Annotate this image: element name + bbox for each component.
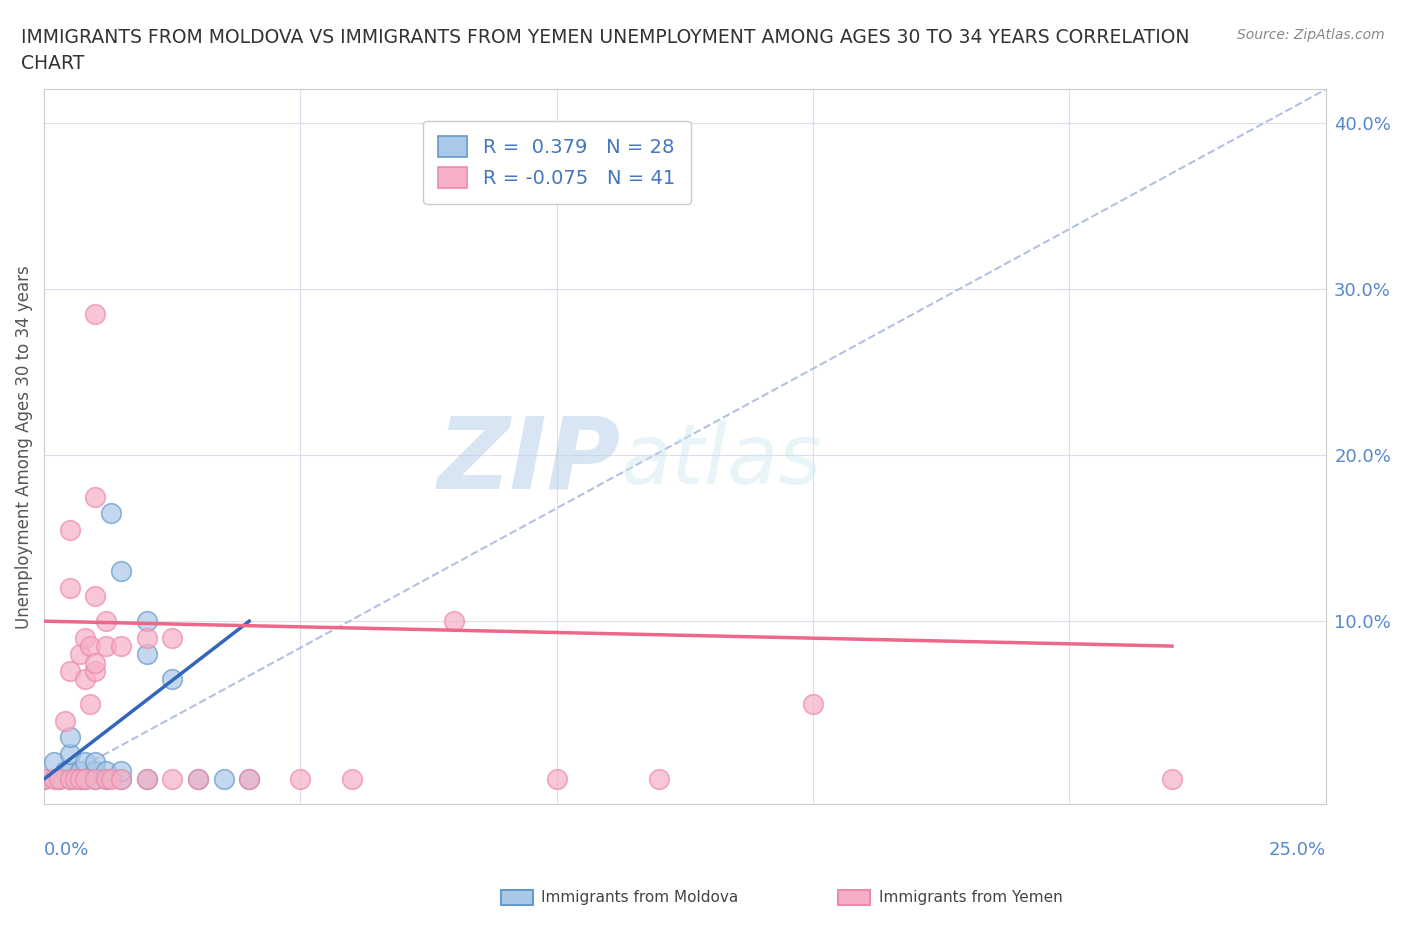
Point: [110, 564, 132, 578]
Point: [110, 772, 132, 787]
Point: [238, 772, 260, 787]
Point: [135, 647, 157, 662]
Point: [94, 772, 117, 787]
Point: [648, 772, 671, 787]
Point: [100, 772, 122, 787]
Point: [84, 772, 107, 787]
Point: [110, 764, 132, 778]
Legend: R =  0.379   N = 28, R = -0.075   N = 41: R = 0.379 N = 28, R = -0.075 N = 41: [423, 121, 690, 204]
Point: [110, 772, 132, 787]
Point: [135, 772, 157, 787]
Point: [84, 764, 107, 778]
Point: [110, 639, 132, 654]
Point: [94, 614, 117, 629]
Point: [69, 772, 91, 787]
Point: [84, 656, 107, 671]
Point: [59, 772, 82, 787]
Point: [238, 772, 260, 787]
Point: [79, 639, 101, 654]
Point: [801, 697, 824, 711]
Point: [187, 772, 209, 787]
Point: [59, 523, 82, 538]
Point: [94, 764, 117, 778]
Point: [84, 772, 107, 787]
Point: [187, 772, 209, 787]
Point: [75, 772, 97, 787]
Point: [69, 647, 91, 662]
Point: [135, 614, 157, 629]
Point: [69, 772, 91, 787]
Y-axis label: Unemployment Among Ages 30 to 34 years: Unemployment Among Ages 30 to 34 years: [15, 265, 32, 629]
Point: [162, 671, 184, 686]
Point: [1161, 772, 1184, 787]
Point: [59, 764, 82, 778]
Text: Source: ZipAtlas.com: Source: ZipAtlas.com: [1237, 28, 1385, 42]
Point: [79, 697, 101, 711]
Point: [135, 631, 157, 645]
Point: [94, 639, 117, 654]
Point: [63, 772, 86, 787]
Point: [94, 772, 117, 787]
Point: [84, 306, 107, 321]
Point: [100, 506, 122, 521]
Point: [84, 755, 107, 770]
Point: [59, 772, 82, 787]
Point: [75, 772, 97, 787]
Text: Immigrants from Moldova: Immigrants from Moldova: [541, 890, 738, 905]
Point: [443, 614, 465, 629]
Text: IMMIGRANTS FROM MOLDOVA VS IMMIGRANTS FROM YEMEN UNEMPLOYMENT AMONG AGES 30 TO 3: IMMIGRANTS FROM MOLDOVA VS IMMIGRANTS FR…: [21, 28, 1189, 73]
Point: [84, 664, 107, 679]
Point: [48, 772, 70, 787]
Point: [44, 772, 66, 787]
Point: [75, 671, 97, 686]
Point: [32, 772, 55, 787]
Point: [59, 580, 82, 595]
Point: [59, 747, 82, 762]
Point: [84, 489, 107, 504]
Text: ZIP: ZIP: [437, 413, 621, 510]
Text: Immigrants from Yemen: Immigrants from Yemen: [879, 890, 1063, 905]
Point: [59, 664, 82, 679]
Point: [59, 730, 82, 745]
Text: atlas: atlas: [621, 420, 823, 501]
Point: [340, 772, 363, 787]
Text: 0.0%: 0.0%: [44, 841, 90, 859]
Point: [162, 772, 184, 787]
Point: [84, 589, 107, 604]
Text: 25.0%: 25.0%: [1268, 841, 1326, 859]
Point: [162, 631, 184, 645]
Point: [546, 772, 568, 787]
Point: [69, 764, 91, 778]
Point: [135, 772, 157, 787]
FancyBboxPatch shape: [501, 890, 533, 905]
Point: [32, 772, 55, 787]
Point: [44, 755, 66, 770]
FancyBboxPatch shape: [838, 890, 870, 905]
Point: [212, 772, 235, 787]
Point: [75, 755, 97, 770]
Point: [53, 764, 76, 778]
Point: [290, 772, 312, 787]
Point: [75, 631, 97, 645]
Point: [53, 713, 76, 728]
Point: [48, 772, 70, 787]
